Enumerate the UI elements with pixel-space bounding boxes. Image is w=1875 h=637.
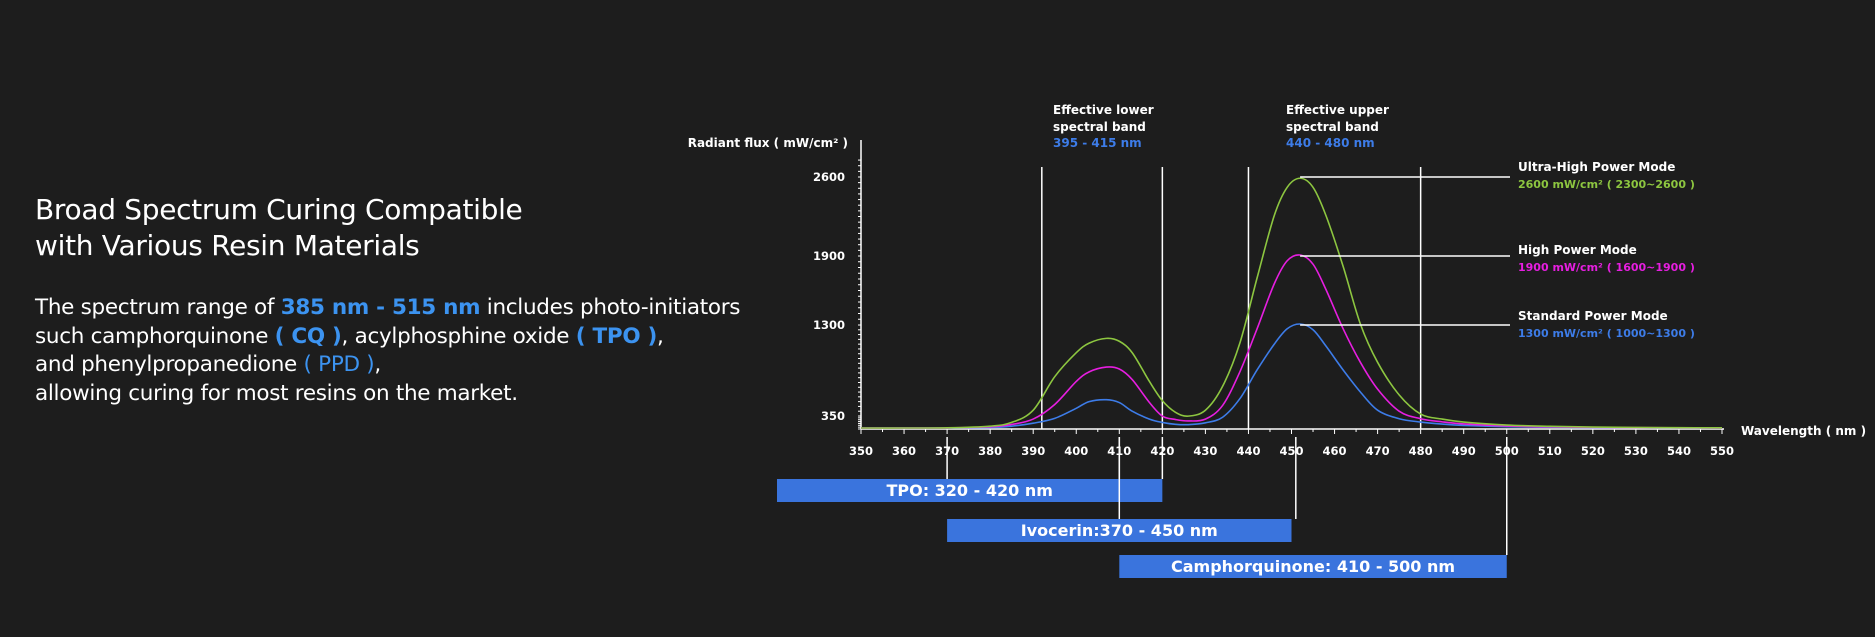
x-tick-label: 510: [1538, 444, 1562, 458]
standard-mode-detail: 1300 mW/cm² ( 1000~1300 ): [1518, 327, 1695, 340]
x-tick-label: 520: [1581, 444, 1605, 458]
headline-line-2: with Various Resin Materials: [35, 229, 420, 262]
ultra-high-mode-detail: 2600 mW/cm² ( 2300~2600 ): [1518, 178, 1695, 191]
desc-text: includes photo-initiators: [480, 295, 741, 320]
series-lines: [860, 177, 1723, 429]
upper-band-range: 440 - 480 nm: [1286, 136, 1375, 150]
initiator-bar-label: Camphorquinone: 410 - 500 nm: [1171, 557, 1455, 576]
initiator-bar: [777, 479, 1163, 502]
mode-labels: Ultra-High Power Mode 2600 mW/cm² ( 2300…: [1518, 160, 1695, 340]
x-tick-label: 530: [1624, 444, 1648, 458]
initiator-bar-label: Ivocerin:370 - 450 nm: [1021, 521, 1218, 540]
desc-text: The spectrum range of: [35, 295, 281, 320]
desc-text: , acylphosphine oxide: [341, 323, 576, 349]
peak-leader-lines: [1300, 176, 1510, 326]
standard-mode-title: Standard Power Mode: [1518, 309, 1668, 323]
series-line-high-power-mode: [860, 254, 1723, 429]
cq-highlight: ( CQ ): [274, 323, 342, 349]
y-axis-label: Radiant flux ( mW/cm² ): [688, 136, 848, 150]
ppd-highlight: ( PPD ): [303, 352, 375, 377]
x-tick-label: 360: [892, 444, 916, 458]
x-tick-label: 430: [1193, 444, 1217, 458]
lower-band-title-1: Effective lower: [1053, 103, 1154, 117]
x-tick-label: 440: [1236, 444, 1260, 458]
y-tick-label: 2600: [813, 170, 845, 184]
y-tick-label: 1300: [813, 318, 845, 332]
intro-text-block: Broad Spectrum Curing Compatible with Va…: [35, 192, 755, 408]
headline: Broad Spectrum Curing Compatible with Va…: [35, 192, 755, 264]
headline-line-1: Broad Spectrum Curing Compatible: [35, 193, 523, 226]
x-tick-label: 450: [1279, 444, 1303, 458]
x-tick-label: 390: [1021, 444, 1045, 458]
x-tick-label: 380: [978, 444, 1002, 458]
x-tick-label: 400: [1064, 444, 1088, 458]
series-line-ultra-high-power-mode: [860, 177, 1723, 429]
x-tick-label: 350: [849, 444, 873, 458]
high-mode-detail: 1900 mW/cm² ( 1600~1900 ): [1518, 261, 1695, 274]
desc-text: ,: [374, 352, 381, 377]
lower-band-title-2: spectral band: [1053, 120, 1146, 134]
desc-text: allowing curing for most resins on the m…: [35, 380, 518, 406]
x-axis-label: Wavelength ( nm ): [1741, 424, 1866, 438]
spectrum-range-highlight: 385 nm - 515 nm: [280, 295, 481, 320]
series-line-standard-power-mode: [860, 323, 1723, 429]
x-tick-label: 550: [1710, 444, 1734, 458]
desc-text: and phenylpropanedione: [35, 352, 304, 377]
initiator-bar-label: TPO: 320 - 420 nm: [886, 481, 1052, 500]
upper-band-title-1: Effective upper: [1286, 103, 1389, 117]
desc-text: such camphorquinone: [35, 323, 275, 349]
high-mode-title: High Power Mode: [1518, 243, 1637, 257]
lower-band-range: 395 - 415 nm: [1053, 136, 1142, 150]
x-tick-label: 460: [1323, 444, 1347, 458]
initiator-bar: [1119, 555, 1507, 578]
desc-text: ,: [657, 323, 664, 349]
initiator-bar: [947, 519, 1292, 542]
x-tick-label: 490: [1452, 444, 1476, 458]
initiator-bars: TPO: 320 - 420 nm Ivocerin:370 - 450 nm Ca…: [777, 437, 1508, 578]
band-labels: Effective lower spectral band 395 - 415 …: [1053, 103, 1389, 150]
y-tick-label: 1900: [813, 249, 845, 263]
y-tick-label: 350: [821, 409, 845, 423]
tpo-highlight: ( TPO ): [575, 323, 658, 349]
x-tick-label: 480: [1409, 444, 1433, 458]
upper-band-title-2: spectral band: [1286, 120, 1379, 134]
x-tick-label: 540: [1667, 444, 1691, 458]
description: The spectrum range of 385 nm - 515 nm in…: [35, 294, 755, 408]
ultra-high-mode-title: Ultra-High Power Mode: [1518, 160, 1675, 174]
x-tick-label: 470: [1366, 444, 1390, 458]
